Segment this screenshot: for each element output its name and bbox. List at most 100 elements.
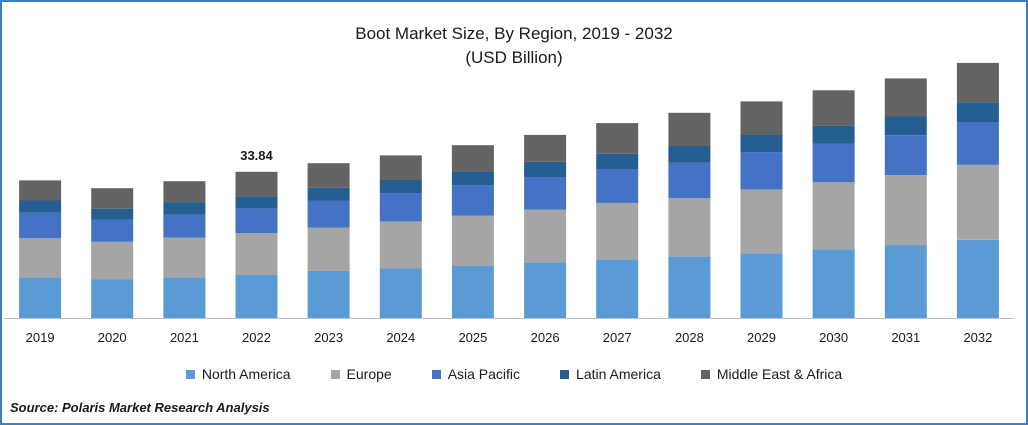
bar-segment-2031-asia-pacific <box>884 135 927 176</box>
bar-segment-2028-north-america <box>668 256 711 318</box>
bar-segment-2032-europe <box>956 164 999 240</box>
bar-segment-2030-north-america <box>812 249 855 318</box>
bar-segment-2024-asia-pacific <box>379 193 422 222</box>
bar-segment-2026-europe <box>524 209 567 263</box>
bar-segment-2019-north-america <box>19 277 62 318</box>
bar-segment-2031-middle-east-africa <box>884 78 927 117</box>
bar-segment-2024-north-america <box>379 268 422 318</box>
bar-segment-2027-middle-east-africa <box>596 123 639 154</box>
bar-segment-2032-north-america <box>956 239 999 318</box>
bar-segment-2022-middle-east-africa <box>235 171 278 197</box>
bar-segment-2019-europe <box>19 238 62 278</box>
bar-segment-2024-middle-east-africa <box>379 155 422 180</box>
bar-segment-2027-asia-pacific <box>596 168 639 203</box>
x-tick-label: 2021 <box>170 330 199 345</box>
x-tick-label: 2025 <box>458 330 487 345</box>
bar-segment-2025-asia-pacific <box>451 185 494 216</box>
legend-item-latin-america: Latin America <box>560 366 661 382</box>
bar-segment-2030-middle-east-africa <box>812 90 855 126</box>
x-tick-label: 2028 <box>675 330 704 345</box>
bar-segment-2031-latin-america <box>884 116 927 136</box>
bar-segment-2022-asia-pacific <box>235 208 278 234</box>
bar-segment-2021-europe <box>163 237 206 278</box>
legend-item-asia-pacific: Asia Pacific <box>431 366 521 382</box>
bar-segment-2029-latin-america <box>740 134 783 153</box>
bar-segment-2025-north-america <box>451 266 494 318</box>
chart-legend: North America Europe Asia Pacific Latin … <box>0 366 1028 382</box>
bar-segment-2027-north-america <box>596 259 639 318</box>
x-tick-label: 2023 <box>314 330 343 345</box>
bar-segment-2023-asia-pacific <box>307 200 350 228</box>
bar-segment-2025-europe <box>451 215 494 266</box>
legend-swatch <box>431 369 441 379</box>
legend-label: Europe <box>346 366 392 382</box>
legend-label: Middle East & Africa <box>716 366 843 382</box>
bar-segment-2032-asia-pacific <box>956 122 999 165</box>
bar-segment-2030-latin-america <box>812 125 855 144</box>
bar-segment-2028-middle-east-africa <box>668 112 711 146</box>
x-tick-label: 2020 <box>98 330 127 345</box>
bar-segment-2023-latin-america <box>307 187 350 201</box>
x-tick-label: 2022 <box>242 330 271 345</box>
bar-segment-2021-asia-pacific <box>163 214 206 238</box>
bar-segment-2025-latin-america <box>451 171 494 186</box>
bar-segment-2022-latin-america <box>235 196 278 209</box>
x-tick-label: 2031 <box>891 330 920 345</box>
bar-segment-2025-middle-east-africa <box>451 145 494 172</box>
bar-segment-2019-asia-pacific <box>19 212 62 239</box>
chart-subtitle: (USD Billion) <box>465 48 563 67</box>
legend-label: Asia Pacific <box>447 366 521 382</box>
bar-segment-2029-north-america <box>740 253 783 318</box>
legend-swatch <box>560 369 570 379</box>
bar-segment-2020-latin-america <box>91 208 134 220</box>
x-tick-label: 2026 <box>531 330 560 345</box>
legend-item-middle-east-africa: Middle East & Africa <box>700 366 843 382</box>
bar-segment-2020-middle-east-africa <box>91 188 134 209</box>
bar-segment-2022-north-america <box>235 275 278 318</box>
bar-segment-2021-middle-east-africa <box>163 181 206 203</box>
bar-segment-2031-north-america <box>884 245 927 318</box>
bar-segment-2029-asia-pacific <box>740 152 783 190</box>
bar-segment-2028-europe <box>668 198 711 257</box>
legend-label: North America <box>201 366 291 382</box>
bar-segment-2023-europe <box>307 227 350 271</box>
bar-segment-2027-latin-america <box>596 153 639 169</box>
bar-segment-2023-north-america <box>307 270 350 318</box>
data-label: 33.84 <box>240 148 273 163</box>
legend-label: Latin America <box>576 366 661 382</box>
bar-segment-2032-latin-america <box>956 102 999 123</box>
x-tick-label: 2032 <box>963 330 992 345</box>
bar-segment-2024-latin-america <box>379 180 422 194</box>
bar-segment-2028-latin-america <box>668 146 711 163</box>
legend-swatch <box>330 369 340 379</box>
bar-segment-2024-europe <box>379 221 422 269</box>
x-tick-label: 2024 <box>386 330 415 345</box>
bar-segment-2021-latin-america <box>163 202 206 215</box>
bar-segment-2026-asia-pacific <box>524 177 567 210</box>
bar-segment-2028-asia-pacific <box>668 162 711 198</box>
bar-segment-2031-europe <box>884 175 927 246</box>
bar-segment-2021-north-america <box>163 277 206 318</box>
legend-swatch <box>700 369 710 379</box>
source-note: Source: Polaris Market Research Analysis <box>10 400 270 415</box>
bar-segment-2022-europe <box>235 233 278 275</box>
x-tick-label: 2027 <box>603 330 632 345</box>
x-tick-label: 2019 <box>26 330 55 345</box>
bar-segment-2020-asia-pacific <box>91 219 134 242</box>
legend-item-north-america: North America <box>185 366 291 382</box>
bar-segment-2029-europe <box>740 189 783 254</box>
bar-segment-2026-middle-east-africa <box>524 134 567 162</box>
x-tick-label: 2029 <box>747 330 776 345</box>
bar-segment-2027-europe <box>596 202 639 260</box>
bar-segment-2023-middle-east-africa <box>307 163 350 188</box>
bar-segment-2020-europe <box>91 241 134 280</box>
bar-segment-2026-latin-america <box>524 162 567 178</box>
bar-segment-2032-middle-east-africa <box>956 62 999 103</box>
chart-title: Boot Market Size, By Region, 2019 - 2032 <box>355 24 673 43</box>
x-tick-label: 2030 <box>819 330 848 345</box>
bar-segment-2020-north-america <box>91 279 134 318</box>
legend-swatch <box>185 369 195 379</box>
bar-segment-2019-latin-america <box>19 200 62 213</box>
bar-segment-2029-middle-east-africa <box>740 101 783 135</box>
